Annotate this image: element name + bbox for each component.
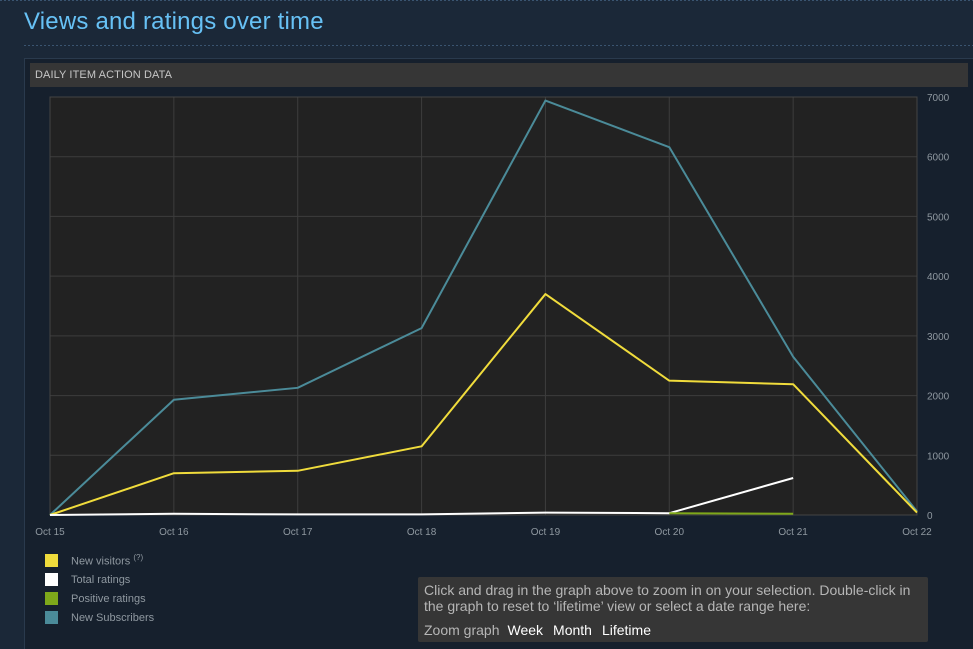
zoom-month-link[interactable]: Month — [553, 622, 592, 638]
legend-item-total-ratings[interactable]: Total ratings — [45, 570, 154, 589]
panel-header: DAILY ITEM ACTION DATA — [30, 63, 968, 87]
x-tick-label: Oct 18 — [407, 527, 437, 538]
title-divider — [24, 45, 973, 47]
legend-item-new-visitors[interactable]: New visitors (?) — [45, 551, 154, 570]
plot-border — [49, 96, 918, 516]
series-line-new-subscribers — [49, 99, 918, 516]
y-tick-label: 7000 — [927, 93, 950, 104]
legend-label: New visitors (?) — [71, 553, 144, 568]
plot-area[interactable] — [50, 97, 917, 515]
y-tick-label: 2000 — [927, 392, 950, 403]
zoom-label: Zoom graph — [424, 622, 500, 638]
legend-swatch — [45, 611, 58, 624]
chart-series — [49, 99, 918, 516]
legend-swatch — [45, 554, 58, 567]
x-tick-label: Oct 15 — [35, 527, 65, 538]
zoom-controls: Click and drag in the graph above to zoo… — [418, 577, 928, 642]
legend-swatch — [45, 573, 58, 586]
zoom-help-text: Click and drag in the graph above to zoo… — [424, 582, 911, 614]
legend-item-new-subscribers[interactable]: New Subscribers — [45, 608, 154, 627]
x-axis-ticks: Oct 15 Oct 16 Oct 17 Oct 18 Oct 19 Oct 20 Oct … — [35, 527, 932, 538]
x-tick-label: Oct 20 — [655, 527, 685, 538]
y-tick-label: 4000 — [927, 272, 950, 283]
y-tick-label: 5000 — [927, 212, 950, 223]
help-tooltip-icon[interactable]: (?) — [133, 553, 144, 563]
x-tick-label: Oct 19 — [531, 527, 561, 538]
legend-label: Total ratings — [71, 573, 131, 586]
y-tick-label: 3000 — [927, 332, 950, 343]
y-tick-label: 0 — [927, 511, 933, 522]
page-title: Views and ratings over time — [24, 8, 324, 35]
top-divider — [0, 0, 973, 2]
legend-label: Positive ratings — [71, 592, 146, 605]
series-line-new-visitors — [49, 293, 918, 516]
zoom-row: Zoom graph Week Month Lifetime — [424, 622, 922, 638]
x-tick-label: Oct 17 — [283, 527, 313, 538]
x-tick-label: Oct 21 — [778, 527, 808, 538]
series-line-positive-ratings — [669, 512, 794, 515]
x-tick-label: Oct 16 — [159, 527, 189, 538]
y-tick-label: 6000 — [927, 153, 950, 164]
legend-item-positive-ratings[interactable]: Positive ratings — [45, 589, 154, 608]
legend-swatch — [45, 592, 58, 605]
zoom-lifetime-link[interactable]: Lifetime — [601, 622, 651, 638]
panel-header-label: DAILY ITEM ACTION DATA — [35, 69, 173, 81]
chart-grid — [49, 96, 918, 516]
chart-legend: New visitors (?) Total ratings Positive … — [45, 551, 154, 627]
legend-label: New Subscribers — [71, 611, 155, 624]
y-tick-label: 1000 — [927, 451, 950, 462]
x-tick-label: Oct 22 — [902, 527, 932, 538]
zoom-week-link[interactable]: Week — [507, 622, 544, 638]
y-axis-ticks: 0 1000 2000 3000 4000 5000 6000 7000 — [927, 93, 950, 522]
